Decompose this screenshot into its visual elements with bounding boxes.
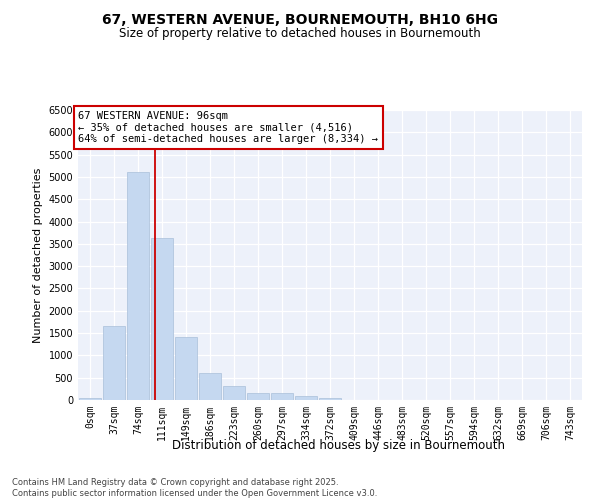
Bar [271, 393, 293, 400]
Bar [103, 326, 125, 400]
Text: Distribution of detached houses by size in Bournemouth: Distribution of detached houses by size … [172, 440, 505, 452]
Bar [151, 238, 173, 400]
Y-axis label: Number of detached properties: Number of detached properties [33, 168, 43, 342]
Text: Contains HM Land Registry data © Crown copyright and database right 2025.
Contai: Contains HM Land Registry data © Crown c… [12, 478, 377, 498]
Bar [175, 336, 197, 400]
Bar [319, 398, 341, 400]
Text: 67, WESTERN AVENUE, BOURNEMOUTH, BH10 6HG: 67, WESTERN AVENUE, BOURNEMOUTH, BH10 6H… [102, 12, 498, 26]
Bar [127, 172, 149, 400]
Bar [295, 396, 317, 400]
Bar [223, 386, 245, 400]
Text: 67 WESTERN AVENUE: 96sqm
← 35% of detached houses are smaller (4,516)
64% of sem: 67 WESTERN AVENUE: 96sqm ← 35% of detach… [79, 111, 379, 144]
Bar [79, 398, 101, 400]
Text: Size of property relative to detached houses in Bournemouth: Size of property relative to detached ho… [119, 28, 481, 40]
Bar [199, 373, 221, 400]
Bar [247, 393, 269, 400]
